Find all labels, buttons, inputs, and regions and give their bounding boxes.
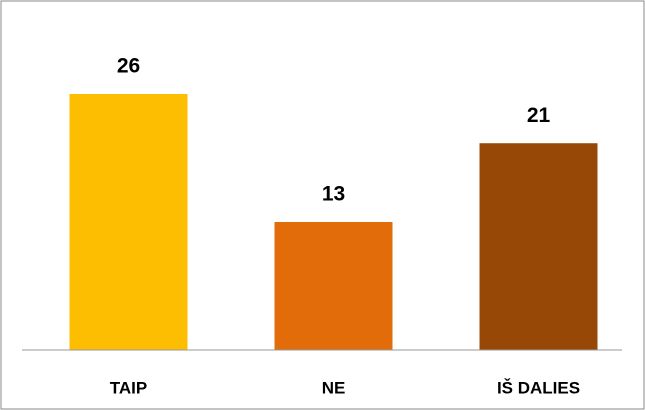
bar: [479, 143, 598, 350]
bar: [274, 221, 393, 350]
data-label: 26: [117, 55, 140, 78]
bar: [69, 93, 188, 350]
data-label: 13: [322, 183, 345, 206]
x-tick-label: NE: [322, 378, 346, 397]
x-tick-label: IŠ DALIES: [497, 378, 580, 397]
data-label: 21: [527, 104, 551, 127]
x-tick-label: TAIP: [110, 378, 147, 397]
